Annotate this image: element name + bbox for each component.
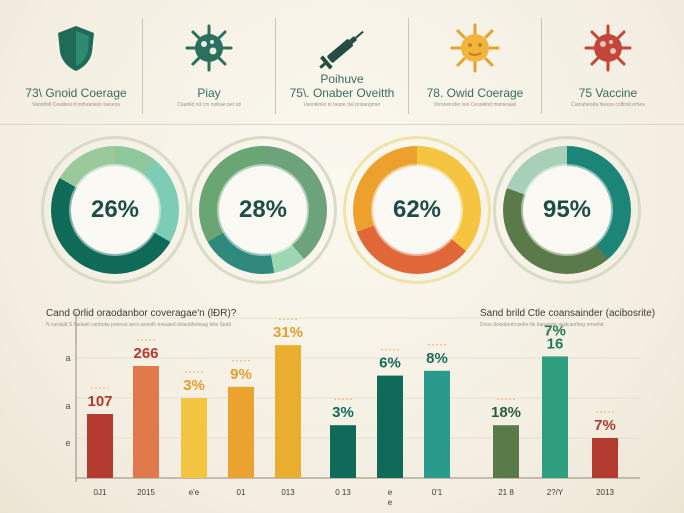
stat-card-3: Poihuve 75\. Onaber Oveitth Vaonikniei t… <box>275 18 408 114</box>
stat-card-title: 78. Owid Coerage <box>426 86 524 100</box>
data-label: 9% <box>230 366 252 383</box>
bar-chart-right-subtitle: Dnos dolsaborlrcoelre Ibi bansnide oratc… <box>480 322 604 328</box>
data-label: 7% <box>544 322 566 339</box>
bar-chart-right-title: Sand brild Ctle coansainder (acibosrite) <box>480 308 656 319</box>
stat-card-title: Piay <box>197 86 221 100</box>
donut-ring <box>493 136 641 284</box>
bar-chart-title: Cand Orlid oraodanbor coveragae'n (lĐR)? <box>46 308 237 319</box>
y-tick-label: a <box>65 401 70 411</box>
bar <box>228 386 254 478</box>
stat-card-title: 73\ Gnoid Coerage <box>25 86 127 100</box>
x-tick-label: e <box>388 498 393 507</box>
donut-ring <box>41 136 189 284</box>
bar <box>133 366 159 478</box>
x-tick-label: 2015 <box>137 488 155 497</box>
x-tick-label: 0 13 <box>335 488 351 497</box>
bar <box>330 425 356 478</box>
bar <box>275 345 301 478</box>
donut-chart-3: 62% <box>353 146 481 274</box>
virus-icon <box>181 20 237 76</box>
data-label: 31% <box>273 324 303 341</box>
donut-value: 26% <box>90 196 140 223</box>
donut-center: 28% <box>219 166 307 254</box>
data-label: 3% <box>332 404 354 421</box>
donut-value: 95% <box>542 196 592 223</box>
x-tick-label: e'e <box>189 488 200 497</box>
data-label: 8% <box>426 350 448 367</box>
stat-card-1: 73\ Gnoid Coerage Vannihid Cesldesi d mr… <box>10 18 142 114</box>
stat-card-4: 78. Owid Coerage Vorsnetoder lsnl Cesoel… <box>408 18 541 114</box>
donut-chart-2: 28% <box>199 146 327 274</box>
donut-chart-4: 95% <box>503 146 631 274</box>
bar <box>377 375 403 478</box>
x-tick-label: 01 <box>237 488 246 497</box>
stat-card-5: 75 Vaccine Caniuheoda hlesos coltinid or… <box>541 18 674 114</box>
data-label: 107 <box>87 393 112 410</box>
y-tick-label: a <box>65 353 70 363</box>
bar <box>493 425 519 478</box>
bar <box>424 370 450 478</box>
data-label: 3% <box>183 377 205 394</box>
data-label: 6% <box>379 355 401 372</box>
y-tick-label: e <box>65 438 70 448</box>
shield-icon <box>48 20 104 76</box>
stat-card-subtitle: Caniuheoda hlesos coltinid orhes <box>571 102 645 108</box>
donut-value: 62% <box>392 196 442 223</box>
donut-center: 62% <box>373 166 461 254</box>
x-tick-label: 2013 <box>596 488 614 497</box>
stat-cards-row: 73\ Gnoid Coerage Vannihid Cesldesi d mr… <box>10 18 674 114</box>
header-divider <box>0 124 684 125</box>
donut-value: 28% <box>238 196 288 223</box>
stat-card-subtitle: Caanlid nd cm nolbae pet sd <box>177 102 241 108</box>
x-tick-label: e <box>388 488 393 497</box>
donut-ring <box>189 136 337 284</box>
stat-card-subtitle: Vannihid Cesldesi d mrhesnied roeseos <box>32 102 120 108</box>
bar <box>181 398 207 478</box>
donut-center: 26% <box>71 166 159 254</box>
bar <box>87 414 113 478</box>
stat-card-subtitle: Vaonikniei to taope dal prstaogmer <box>303 102 381 108</box>
data-label: 18% <box>491 404 521 421</box>
x-tick-label: 0'1 <box>432 488 443 497</box>
x-tick-label: 013 <box>281 488 295 497</box>
stat-card-2: Piay Caanlid nd cm nolbae pet sd <box>142 18 275 114</box>
x-tick-label: 2?/Y <box>547 488 564 497</box>
bar-chart-subtitle: N curduld S hadaiel canbotw proinus anco… <box>46 322 232 328</box>
stat-card-title-upper: Poihuve <box>320 72 364 86</box>
donut-center: 95% <box>523 166 611 254</box>
x-tick-label: 0J1 <box>94 488 107 497</box>
donut-ring <box>343 136 491 284</box>
donut-chart-1: 26% <box>51 146 179 274</box>
bar <box>542 356 568 478</box>
stat-card-title: 75 Vaccine <box>578 86 638 100</box>
data-label: 7% <box>594 417 616 434</box>
x-tick-label: 21 8 <box>498 488 514 497</box>
stat-card-title: 75\. Onaber Oveitth <box>289 86 395 100</box>
bar <box>592 438 618 478</box>
data-label: 16 <box>547 335 564 352</box>
stat-card-subtitle: Vorsnetoder lsnl Cesoelnd msmeauel <box>433 102 517 108</box>
sun-virus-icon <box>447 20 503 76</box>
virus-icon <box>580 20 636 76</box>
syringe-icon <box>314 20 370 76</box>
data-label: 266 <box>133 345 158 362</box>
